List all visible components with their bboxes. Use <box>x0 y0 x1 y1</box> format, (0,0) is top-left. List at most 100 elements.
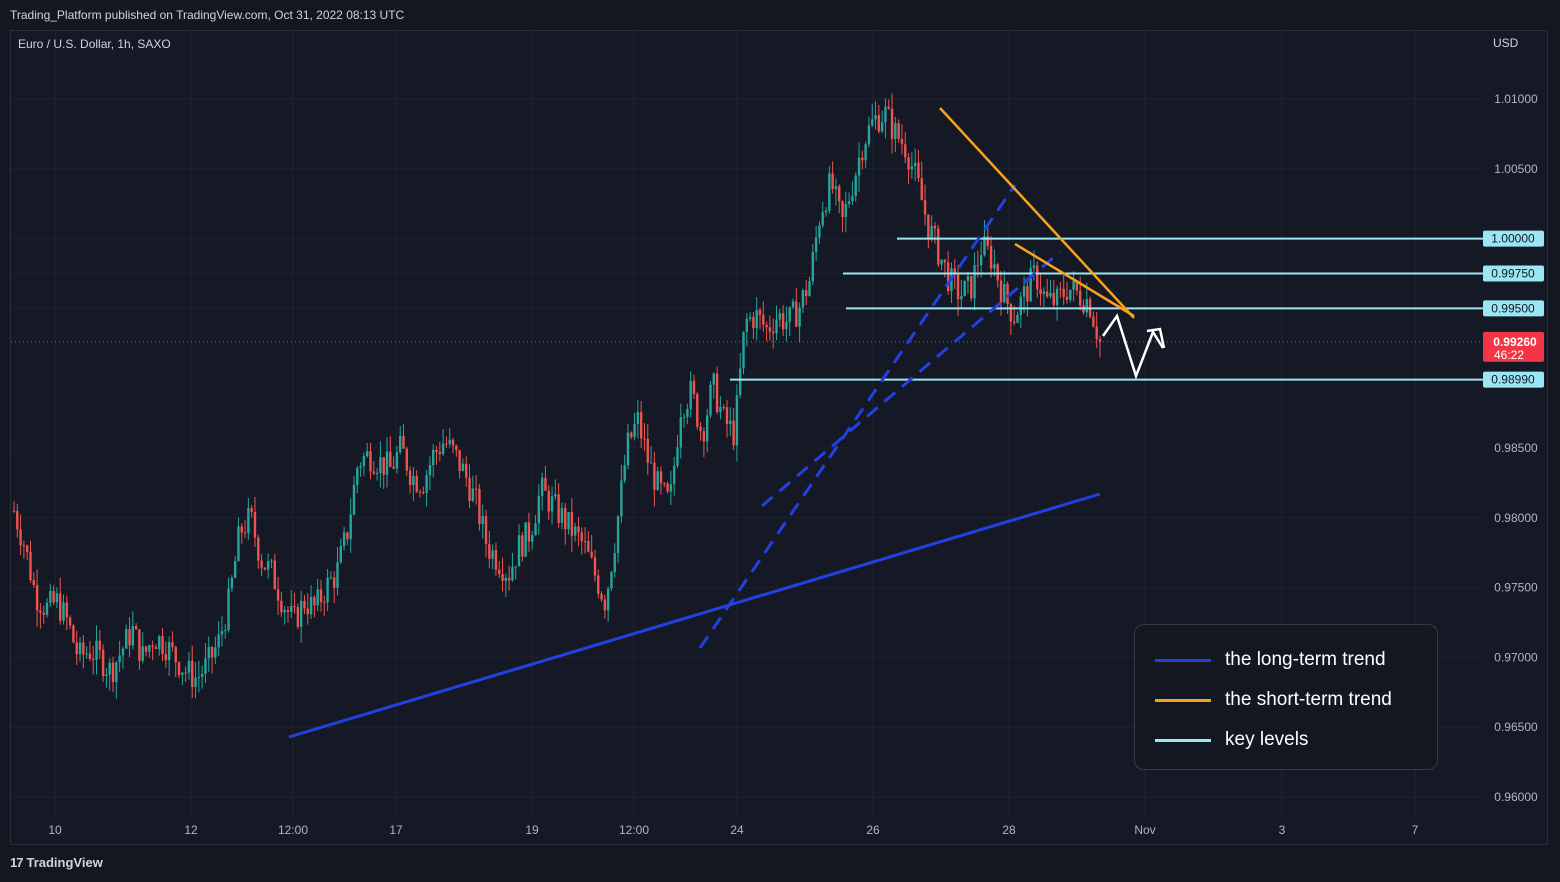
candle-body <box>682 416 686 418</box>
time-tick-label: 24 <box>730 823 744 837</box>
candle-body <box>712 373 715 385</box>
candle-body <box>167 642 171 661</box>
candle-body <box>379 457 382 473</box>
currency-label: USD <box>1493 36 1519 50</box>
time-tick-label: 12:00 <box>619 823 649 837</box>
candle-body <box>656 471 659 490</box>
candle-body <box>92 658 95 661</box>
candle-body <box>32 579 36 586</box>
candle-body <box>395 452 399 469</box>
candle-body <box>362 456 366 467</box>
candle-body <box>834 186 838 190</box>
candle-body <box>62 602 65 621</box>
legend-item-short-term: the short-term trend <box>1155 689 1392 711</box>
candle-body <box>963 280 966 296</box>
candle-body <box>250 508 253 512</box>
candle-body <box>877 115 881 132</box>
candle-body <box>95 640 98 661</box>
candle-body <box>1049 293 1052 297</box>
candle-body <box>257 537 260 561</box>
candle-body <box>735 395 739 446</box>
candle-body <box>871 119 874 126</box>
candle-body <box>692 380 696 395</box>
candle-body <box>649 462 653 464</box>
candle-body <box>768 327 772 332</box>
candle-body <box>507 577 511 581</box>
candle-body <box>491 550 494 559</box>
tradingview-mark-icon: 17 <box>10 855 24 870</box>
candle-body <box>593 557 597 576</box>
candle-body <box>970 276 973 299</box>
candle-body <box>979 255 983 266</box>
candle-body <box>765 324 768 328</box>
candle-body <box>12 510 16 512</box>
dashed-trend-line <box>761 250 1061 508</box>
time-tick-label: 19 <box>525 823 539 837</box>
candle-body <box>534 523 537 536</box>
candle-body <box>583 541 587 543</box>
short-term-swatch <box>1155 698 1211 702</box>
candle-body <box>111 662 115 683</box>
candle-body <box>465 463 468 478</box>
candle-body <box>527 522 531 542</box>
candle-body <box>164 654 168 661</box>
candle-body <box>1022 286 1026 297</box>
candle-body <box>389 451 392 467</box>
candle-body <box>854 175 857 197</box>
candle-body <box>861 157 864 161</box>
candle-body <box>323 602 326 604</box>
candle-body <box>214 647 217 658</box>
candle-body <box>399 435 402 453</box>
candle-body <box>616 516 620 554</box>
candle-body <box>481 516 484 525</box>
candle-body <box>1026 286 1029 302</box>
candle-body <box>346 532 349 540</box>
candle-body <box>887 106 890 109</box>
candle-body <box>748 317 752 319</box>
candle-body <box>798 307 801 327</box>
candle-body <box>181 672 184 676</box>
candle-body <box>1052 293 1055 306</box>
candle-body <box>580 532 583 542</box>
time-axis: 10 12 12:00 17 19 12:00 24 26 28 Nov 3 7 <box>48 823 1418 837</box>
candle-body <box>620 480 623 517</box>
candle-body <box>455 445 458 450</box>
candle-body <box>191 660 194 688</box>
candle-body <box>676 447 679 466</box>
candle-body <box>151 645 154 647</box>
candle-body <box>514 566 517 568</box>
candle-body <box>276 589 280 601</box>
time-tick-label: 7 <box>1412 823 1419 837</box>
candle-body <box>217 634 220 648</box>
candle-body <box>478 488 481 525</box>
candle-body <box>148 645 151 652</box>
candle-body <box>600 593 603 600</box>
candle-body <box>171 642 174 648</box>
time-tick-label: 12:00 <box>278 823 308 837</box>
candle-body <box>567 511 570 530</box>
price-tick-label: 0.97500 <box>1494 581 1538 595</box>
candle-body <box>986 236 989 246</box>
candle-body <box>134 625 138 630</box>
candle-body <box>900 138 904 145</box>
time-tick-label: 3 <box>1279 823 1286 837</box>
candle-body <box>623 465 626 481</box>
tradingview-logo[interactable]: 17 TradingView <box>10 855 103 870</box>
candle-body <box>1032 265 1036 269</box>
candle-body <box>917 162 920 179</box>
candle-body <box>200 673 204 677</box>
candle-body <box>461 463 465 471</box>
candle-body <box>72 625 75 643</box>
candle-body <box>841 201 844 218</box>
price-tick-label: 0.98500 <box>1494 441 1538 455</box>
candle-body <box>52 590 55 603</box>
candle-body <box>392 466 395 469</box>
candle-body <box>1065 296 1069 300</box>
short-term-trend-line <box>1014 242 1135 318</box>
symbol-title[interactable]: Euro / U.S. Dollar, 1h, SAXO <box>18 37 171 51</box>
candle-body <box>1062 288 1065 297</box>
candle-body <box>82 642 85 655</box>
candle-body <box>788 307 791 323</box>
candle-body <box>828 173 831 211</box>
